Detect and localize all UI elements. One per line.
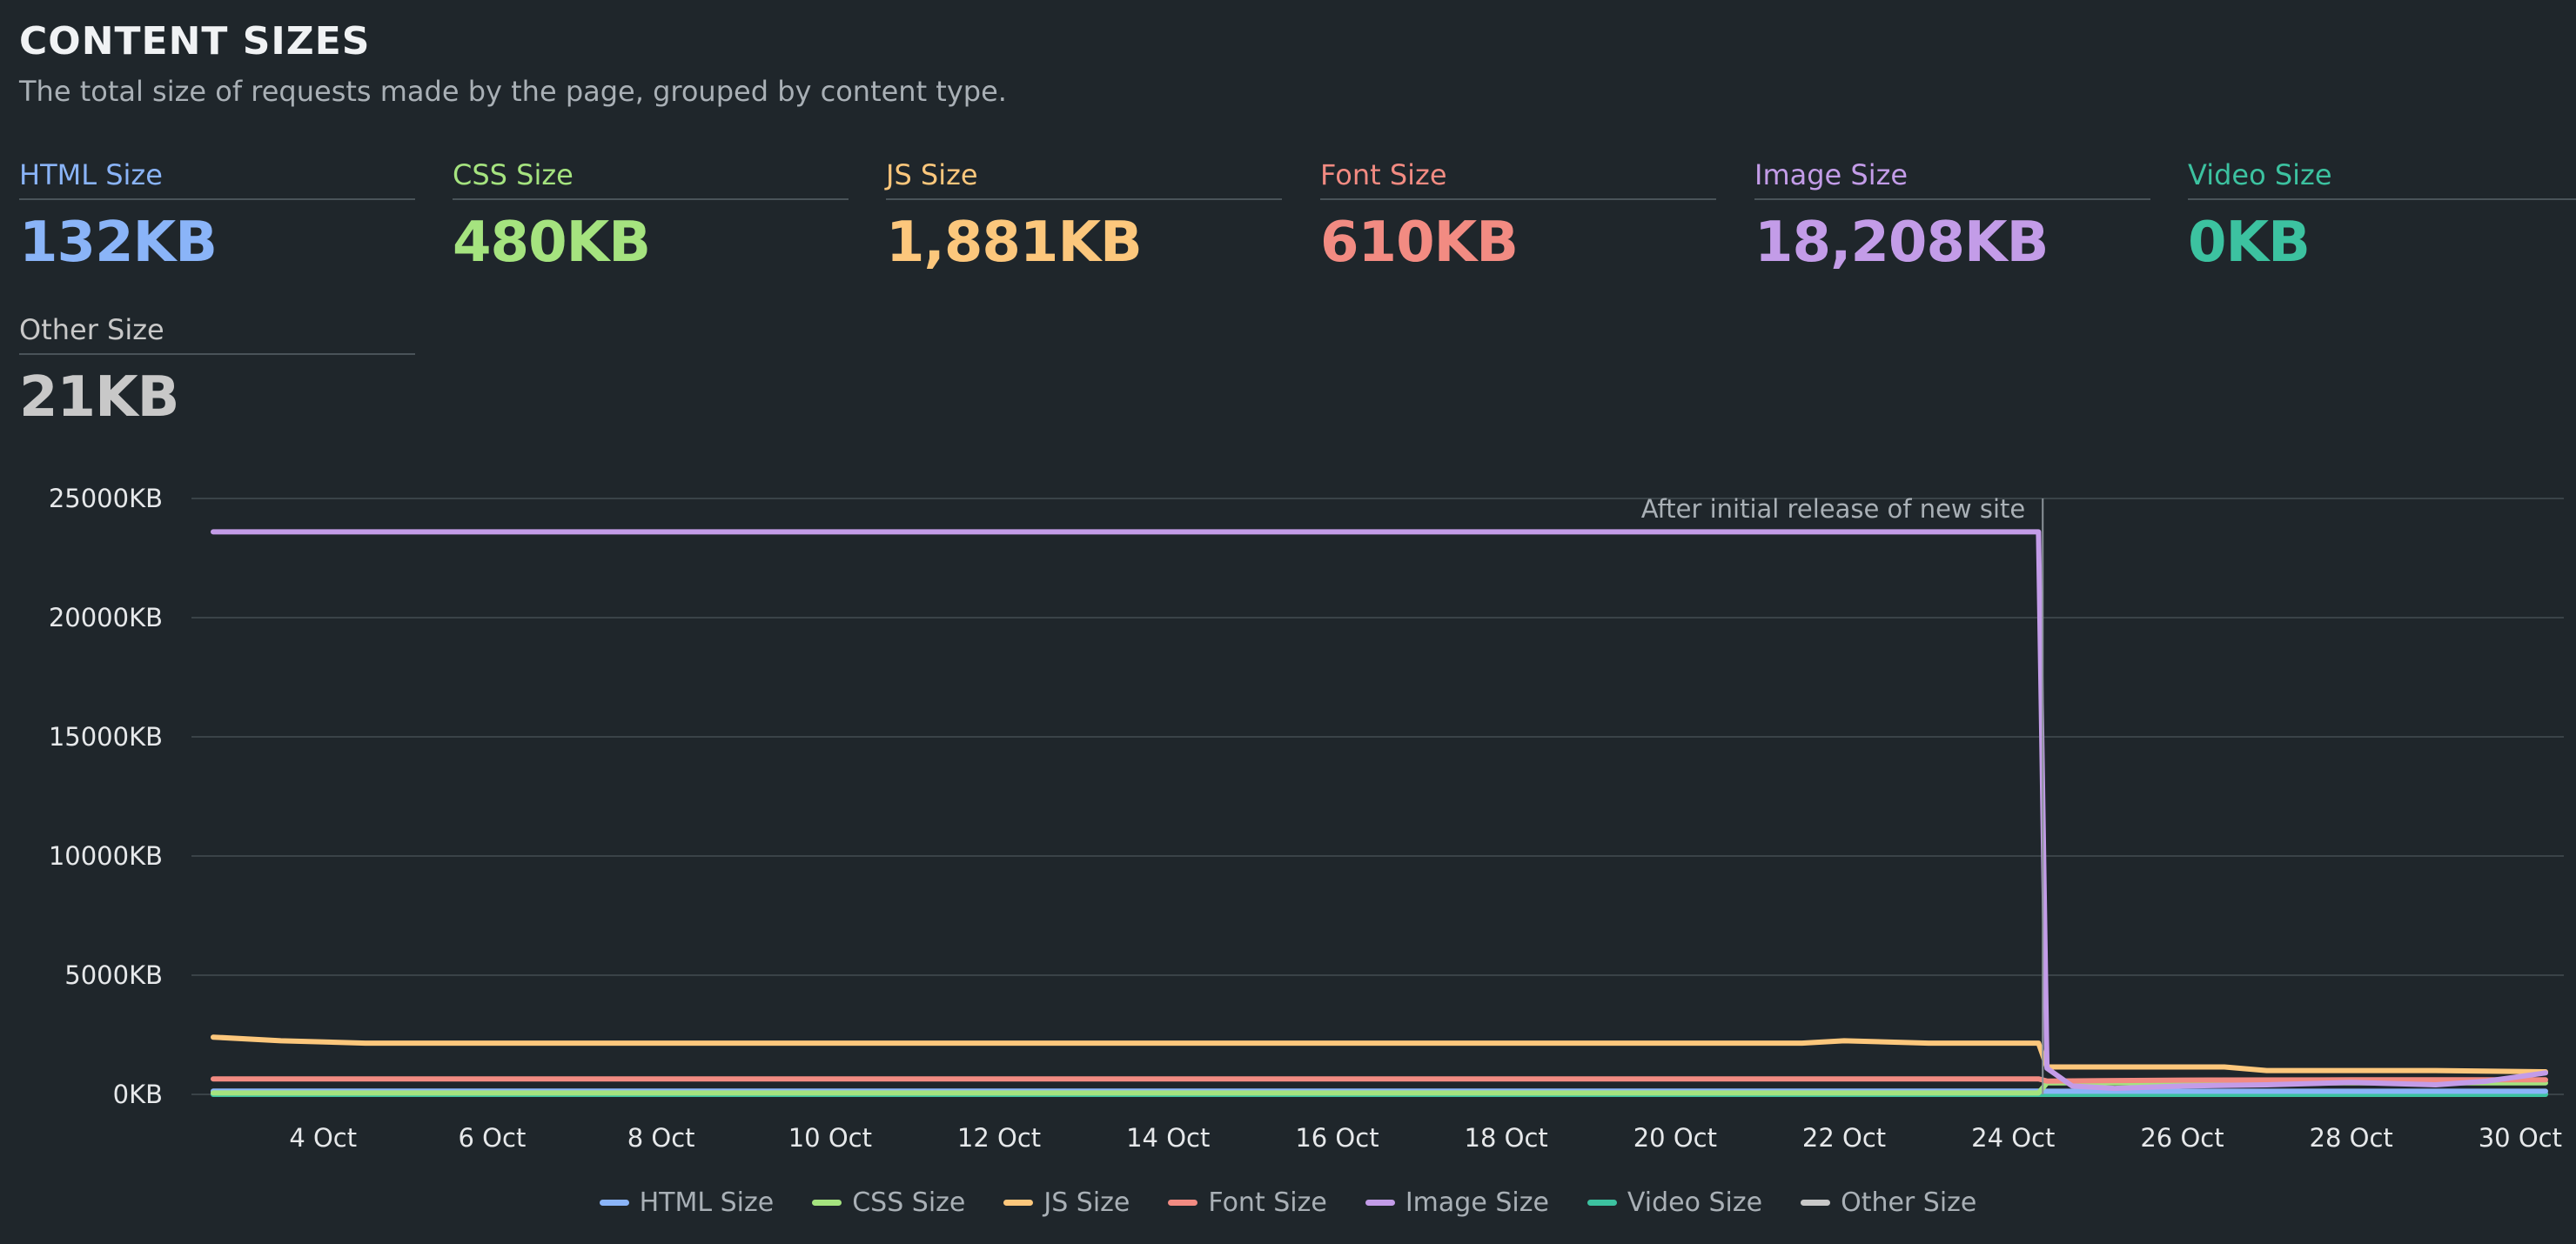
legend-item-js-size[interactable]: JS Size bbox=[1003, 1187, 1130, 1218]
metric-label: JS Size bbox=[886, 158, 1282, 200]
content-sizes-line-chart[interactable]: 0KB 5000KB 10000KB 15000KB 20000KB 25000KB 4 … bbox=[0, 470, 2576, 1166]
legend-item-html-size[interactable]: HTML Size bbox=[599, 1187, 775, 1218]
x-axis: 4 Oct 6 Oct 8 Oct 10 Oct 12 Oct 14 Oct 16 Oct 1… bbox=[289, 1123, 2562, 1153]
metric-label: Font Size bbox=[1320, 158, 1716, 200]
chart-series bbox=[211, 529, 2548, 1097]
legend-swatch bbox=[1365, 1200, 1395, 1206]
legend-label: Other Size bbox=[1841, 1187, 1977, 1218]
x-tick-label: 10 Oct bbox=[788, 1123, 872, 1153]
series-line-image-size[interactable] bbox=[211, 529, 2548, 1092]
x-tick-label: 28 Oct bbox=[2310, 1123, 2393, 1153]
y-tick-label: 15000KB bbox=[49, 722, 163, 752]
chart-grid bbox=[191, 498, 2564, 1095]
y-tick-label: 25000KB bbox=[49, 484, 163, 513]
metric-other-size: Other Size 21KB bbox=[19, 313, 415, 430]
annotation-text: After initial release of new site bbox=[1641, 494, 2026, 524]
chart-annotation: After initial release of new site bbox=[1641, 494, 2044, 1094]
metric-value: 21KB bbox=[19, 365, 179, 430]
x-tick-label: 22 Oct bbox=[1802, 1123, 1886, 1153]
x-tick-label: 30 Oct bbox=[2479, 1123, 2562, 1153]
metric-label: Video Size bbox=[2188, 158, 2576, 200]
metric-value: 18,208KB bbox=[1754, 211, 2049, 275]
x-tick-label: 4 Oct bbox=[289, 1123, 357, 1153]
legend-swatch bbox=[1801, 1200, 1831, 1206]
metric-font-size: Font Size 610KB bbox=[1320, 158, 1716, 275]
legend-item-other-size[interactable]: Other Size bbox=[1801, 1187, 1976, 1218]
x-tick-label: 18 Oct bbox=[1465, 1123, 1548, 1153]
metric-value: 1,881KB bbox=[886, 211, 1143, 275]
legend-item-image-size[interactable]: Image Size bbox=[1365, 1187, 1549, 1218]
x-tick-label: 26 Oct bbox=[2140, 1123, 2224, 1153]
metric-label: Other Size bbox=[19, 313, 415, 355]
x-tick-label: 8 Oct bbox=[627, 1123, 695, 1153]
legend-item-css-size[interactable]: CSS Size bbox=[812, 1187, 965, 1218]
y-tick-label: 20000KB bbox=[49, 603, 163, 632]
metric-value: 480KB bbox=[453, 211, 651, 275]
legend-label: Video Size bbox=[1627, 1187, 1763, 1218]
legend-label: JS Size bbox=[1043, 1187, 1130, 1218]
legend-swatch bbox=[1003, 1200, 1034, 1206]
metric-video-size: Video Size 0KB bbox=[2188, 158, 2576, 275]
x-tick-label: 20 Oct bbox=[1633, 1123, 1717, 1153]
y-tick-label: 10000KB bbox=[49, 841, 163, 871]
legend-swatch bbox=[812, 1200, 842, 1206]
series-line-font-size[interactable] bbox=[211, 1076, 2548, 1084]
legend-label: Font Size bbox=[1208, 1187, 1327, 1218]
page-title: CONTENT SIZES bbox=[19, 19, 371, 64]
metric-value: 610KB bbox=[1320, 211, 1519, 275]
metric-image-size: Image Size 18,208KB bbox=[1754, 158, 2150, 275]
legend-swatch bbox=[599, 1200, 629, 1206]
x-tick-label: 12 Oct bbox=[957, 1123, 1041, 1153]
legend-label: Image Size bbox=[1405, 1187, 1549, 1218]
page-subtitle: The total size of requests made by the p… bbox=[19, 75, 1007, 108]
metric-value: 0KB bbox=[2188, 211, 2311, 275]
x-tick-label: 6 Oct bbox=[459, 1123, 527, 1153]
legend-item-video-size[interactable]: Video Size bbox=[1587, 1187, 1762, 1218]
legend-swatch bbox=[1587, 1200, 1617, 1206]
legend-label: CSS Size bbox=[852, 1187, 966, 1218]
legend-swatch bbox=[1168, 1200, 1198, 1206]
x-tick-label: 16 Oct bbox=[1295, 1123, 1379, 1153]
series-line-js-size[interactable] bbox=[211, 1034, 2548, 1074]
y-tick-label: 0KB bbox=[113, 1080, 163, 1109]
x-tick-label: 14 Oct bbox=[1126, 1123, 1210, 1153]
metric-label: HTML Size bbox=[19, 158, 415, 200]
legend-label: HTML Size bbox=[639, 1187, 775, 1218]
y-axis: 0KB 5000KB 10000KB 15000KB 20000KB 25000KB bbox=[49, 484, 163, 1109]
metric-label: CSS Size bbox=[453, 158, 849, 200]
y-tick-label: 5000KB bbox=[64, 960, 163, 990]
chart-legend: HTML Size CSS Size JS Size Font Size Ima… bbox=[0, 1187, 2576, 1218]
metric-css-size: CSS Size 480KB bbox=[453, 158, 849, 275]
metric-js-size: JS Size 1,881KB bbox=[886, 158, 1282, 275]
legend-item-font-size[interactable]: Font Size bbox=[1168, 1187, 1327, 1218]
metric-label: Image Size bbox=[1754, 158, 2150, 200]
metric-value: 132KB bbox=[19, 211, 218, 275]
x-tick-label: 24 Oct bbox=[1971, 1123, 2055, 1153]
metric-html-size: HTML Size 132KB bbox=[19, 158, 415, 275]
